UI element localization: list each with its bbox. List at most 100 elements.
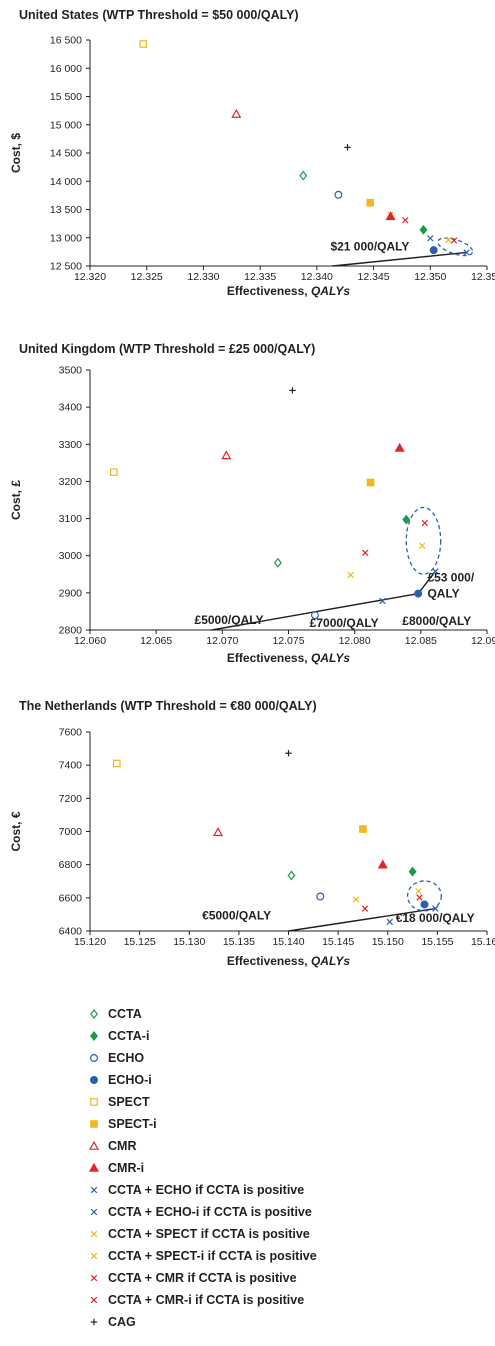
legend-item: CCTA <box>88 1003 488 1025</box>
legend-marker-icon <box>88 1206 100 1218</box>
legend-label: CMR-i <box>108 1161 144 1175</box>
legend-marker <box>91 1187 97 1193</box>
legend-item: CAG <box>88 1311 488 1333</box>
threshold-annotation: €18 000/QALY <box>396 911 475 925</box>
data-point <box>288 871 294 879</box>
data-point <box>362 906 368 912</box>
legend-item: SPECT-i <box>88 1113 488 1135</box>
x-tick-label: 12.325 <box>131 271 163 283</box>
data-point <box>367 200 373 206</box>
y-axis-label: Cost, £ <box>9 480 23 520</box>
data-point <box>317 893 324 900</box>
y-tick-label: 3000 <box>59 550 83 562</box>
y-tick-label: 16 000 <box>50 63 82 75</box>
chart-panel-us: United States (WTP Threshold = $50 000/Q… <box>0 8 495 304</box>
legend-marker <box>91 1032 97 1040</box>
x-tick-label: 12.350 <box>414 271 446 283</box>
y-tick-label: 3200 <box>59 476 83 488</box>
threshold-annotation: £8000/QALY <box>402 614 471 628</box>
legend-label: CCTA + ECHO if CCTA is positive <box>108 1183 304 1197</box>
data-point <box>409 868 415 876</box>
y-tick-label: 3500 <box>59 365 83 377</box>
y-tick-label: 14 500 <box>50 148 82 160</box>
y-tick-label: 2900 <box>59 587 83 599</box>
y-tick-label: 6400 <box>59 926 83 938</box>
legend-item: CCTA + SPECT if CCTA is positive <box>88 1223 488 1245</box>
x-tick-label: 12.070 <box>206 635 238 647</box>
legend-marker <box>91 1253 97 1259</box>
legend-marker <box>90 1164 98 1171</box>
legend-marker-icon <box>88 1272 100 1284</box>
data-point <box>419 543 425 549</box>
legend-label: CCTA-i <box>108 1029 149 1043</box>
scatter-chart-uk: 12.060 12.065 12.070 12.075 12.080 12.085 12.0… <box>0 342 495 674</box>
legend-marker <box>91 1099 97 1105</box>
legend-label: CCTA + SPECT if CCTA is positive <box>108 1227 310 1241</box>
legend-label: CCTA + SPECT-i if CCTA is positive <box>108 1249 317 1263</box>
legend-marker <box>91 1231 97 1237</box>
y-tick-label: 7600 <box>59 727 83 739</box>
legend-marker-icon <box>88 1118 100 1130</box>
x-tick-label: 15.155 <box>421 936 453 948</box>
x-tick-label: 12.075 <box>272 635 304 647</box>
legend-marker-icon <box>88 1228 100 1240</box>
scatter-chart-us: 12.320 12.325 12.330 12.335 12.340 12.345 12.3… <box>0 8 495 304</box>
data-point <box>403 217 409 223</box>
y-tick-label: 7200 <box>59 793 83 805</box>
x-tick-label: 15.150 <box>372 936 404 948</box>
chart-panel-nl: The Netherlands (WTP Threshold = €80 000… <box>0 699 495 979</box>
x-tick-label: 12.065 <box>140 635 172 647</box>
legend-label: CCTA + ECHO-i if CCTA is positive <box>108 1205 312 1219</box>
legend-item: CCTA + SPECT-i if CCTA is positive <box>88 1245 488 1267</box>
data-point <box>417 895 423 901</box>
x-tick-label: 12.090 <box>471 635 495 647</box>
data-point <box>344 144 350 150</box>
data-point <box>353 897 359 903</box>
scatter-chart-nl: 15.120 15.125 15.130 15.135 15.140 15.145 15.1… <box>0 699 495 979</box>
x-tick-label: 12.340 <box>301 271 333 283</box>
x-tick-label: 12.080 <box>339 635 371 647</box>
legend-item: CCTA + CMR-i if CCTA is positive <box>88 1289 488 1311</box>
legend-label: CCTA + CMR-i if CCTA is positive <box>108 1293 304 1307</box>
legend-label: SPECT <box>108 1095 150 1109</box>
y-tick-label: 14 000 <box>50 176 82 188</box>
efficiency-frontier-line <box>333 252 467 266</box>
y-tick-label: 6600 <box>59 892 83 904</box>
data-point <box>367 479 373 485</box>
legend-marker <box>90 1142 98 1149</box>
legend-marker-icon <box>88 1030 100 1042</box>
legend-marker <box>91 1121 97 1127</box>
legend-label: ECHO <box>108 1051 144 1065</box>
legend-label: CCTA <box>108 1007 142 1021</box>
legend-marker-icon <box>88 1052 100 1064</box>
legend-label: SPECT-i <box>108 1117 157 1131</box>
legend-item: CCTA-i <box>88 1025 488 1047</box>
y-tick-label: 16 500 <box>50 35 82 47</box>
y-axis-label: Cost, € <box>9 811 23 851</box>
legend-marker <box>91 1297 97 1303</box>
x-tick-label: 15.120 <box>74 936 106 948</box>
legend-item: ECHO-i <box>88 1069 488 1091</box>
data-point <box>416 888 422 894</box>
legend-label: ECHO-i <box>108 1073 152 1087</box>
data-point <box>348 572 354 578</box>
data-point <box>111 469 117 475</box>
legend-item: CCTA + ECHO if CCTA is positive <box>88 1179 488 1201</box>
x-tick-label: 15.145 <box>322 936 354 948</box>
data-point <box>289 387 295 393</box>
legend-marker <box>91 1209 97 1215</box>
data-point <box>387 919 393 925</box>
x-tick-label: 15.140 <box>272 936 304 948</box>
y-tick-label: 6800 <box>59 859 83 871</box>
legend-item: ECHO <box>88 1047 488 1069</box>
legend-marker-icon <box>88 1140 100 1152</box>
data-point <box>360 826 366 832</box>
data-point <box>396 444 404 451</box>
legend-marker-icon <box>88 1316 100 1328</box>
y-tick-label: 15 000 <box>50 119 82 131</box>
threshold-annotation: £53 000/ <box>427 571 474 585</box>
legend-item: CMR <box>88 1135 488 1157</box>
x-tick-label: 15.130 <box>173 936 205 948</box>
y-tick-label: 15 500 <box>50 91 82 103</box>
threshold-annotation: €5000/QALY <box>202 908 271 922</box>
